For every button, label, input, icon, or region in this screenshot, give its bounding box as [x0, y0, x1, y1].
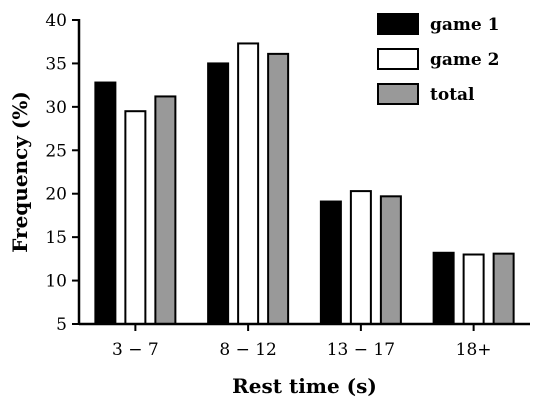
x-tick-label: 8 − 12 — [219, 340, 277, 360]
legend-label-game-2: game 2 — [430, 50, 499, 70]
legend-label-total: total — [430, 85, 475, 105]
x-tick-label: 13 − 17 — [327, 340, 395, 360]
plot-area — [94, 42, 515, 326]
y-axis-title: Frequency (%) — [8, 91, 32, 253]
bar-game-1-2 — [319, 200, 342, 326]
bar-game-2-1 — [237, 42, 260, 326]
axes: 3 − 7 8 − 12 13 − 17 18+ 5 10 15 20 25 30 35 40 — [45, 11, 530, 360]
y-tick-label: 15 — [45, 228, 67, 248]
x-tick-label: 3 − 7 — [112, 340, 159, 360]
legend-swatch-game-1 — [377, 13, 419, 35]
y-tick-label: 10 — [45, 272, 67, 292]
bar-game-2-3 — [462, 253, 485, 325]
y-tick-label: 5 — [56, 315, 67, 335]
x-tick-label: 18+ — [456, 340, 492, 360]
bar-total-3 — [492, 252, 515, 326]
y-tick-label: 35 — [45, 54, 67, 74]
bar-game-1-3 — [432, 251, 455, 325]
bar-game-2-0 — [124, 110, 147, 325]
bar-game-1-0 — [94, 81, 117, 325]
legend: game 1 game 2 total — [377, 13, 499, 105]
bar-total-2 — [379, 195, 402, 326]
legend-label-game-1: game 1 — [430, 15, 499, 35]
y-tick-label: 20 — [45, 185, 67, 205]
bar-total-0 — [154, 95, 177, 326]
y-tick-label: 30 — [45, 98, 67, 118]
bar-total-1 — [267, 52, 290, 325]
bar-game-1-1 — [207, 62, 230, 326]
x-axis-title: Rest time (s) — [232, 374, 377, 398]
y-tick-label: 40 — [45, 11, 67, 31]
legend-swatch-total — [377, 83, 419, 105]
bar-game-2-2 — [349, 190, 372, 325]
y-tick-label: 25 — [45, 141, 67, 161]
legend-swatch-game-2 — [377, 48, 419, 70]
